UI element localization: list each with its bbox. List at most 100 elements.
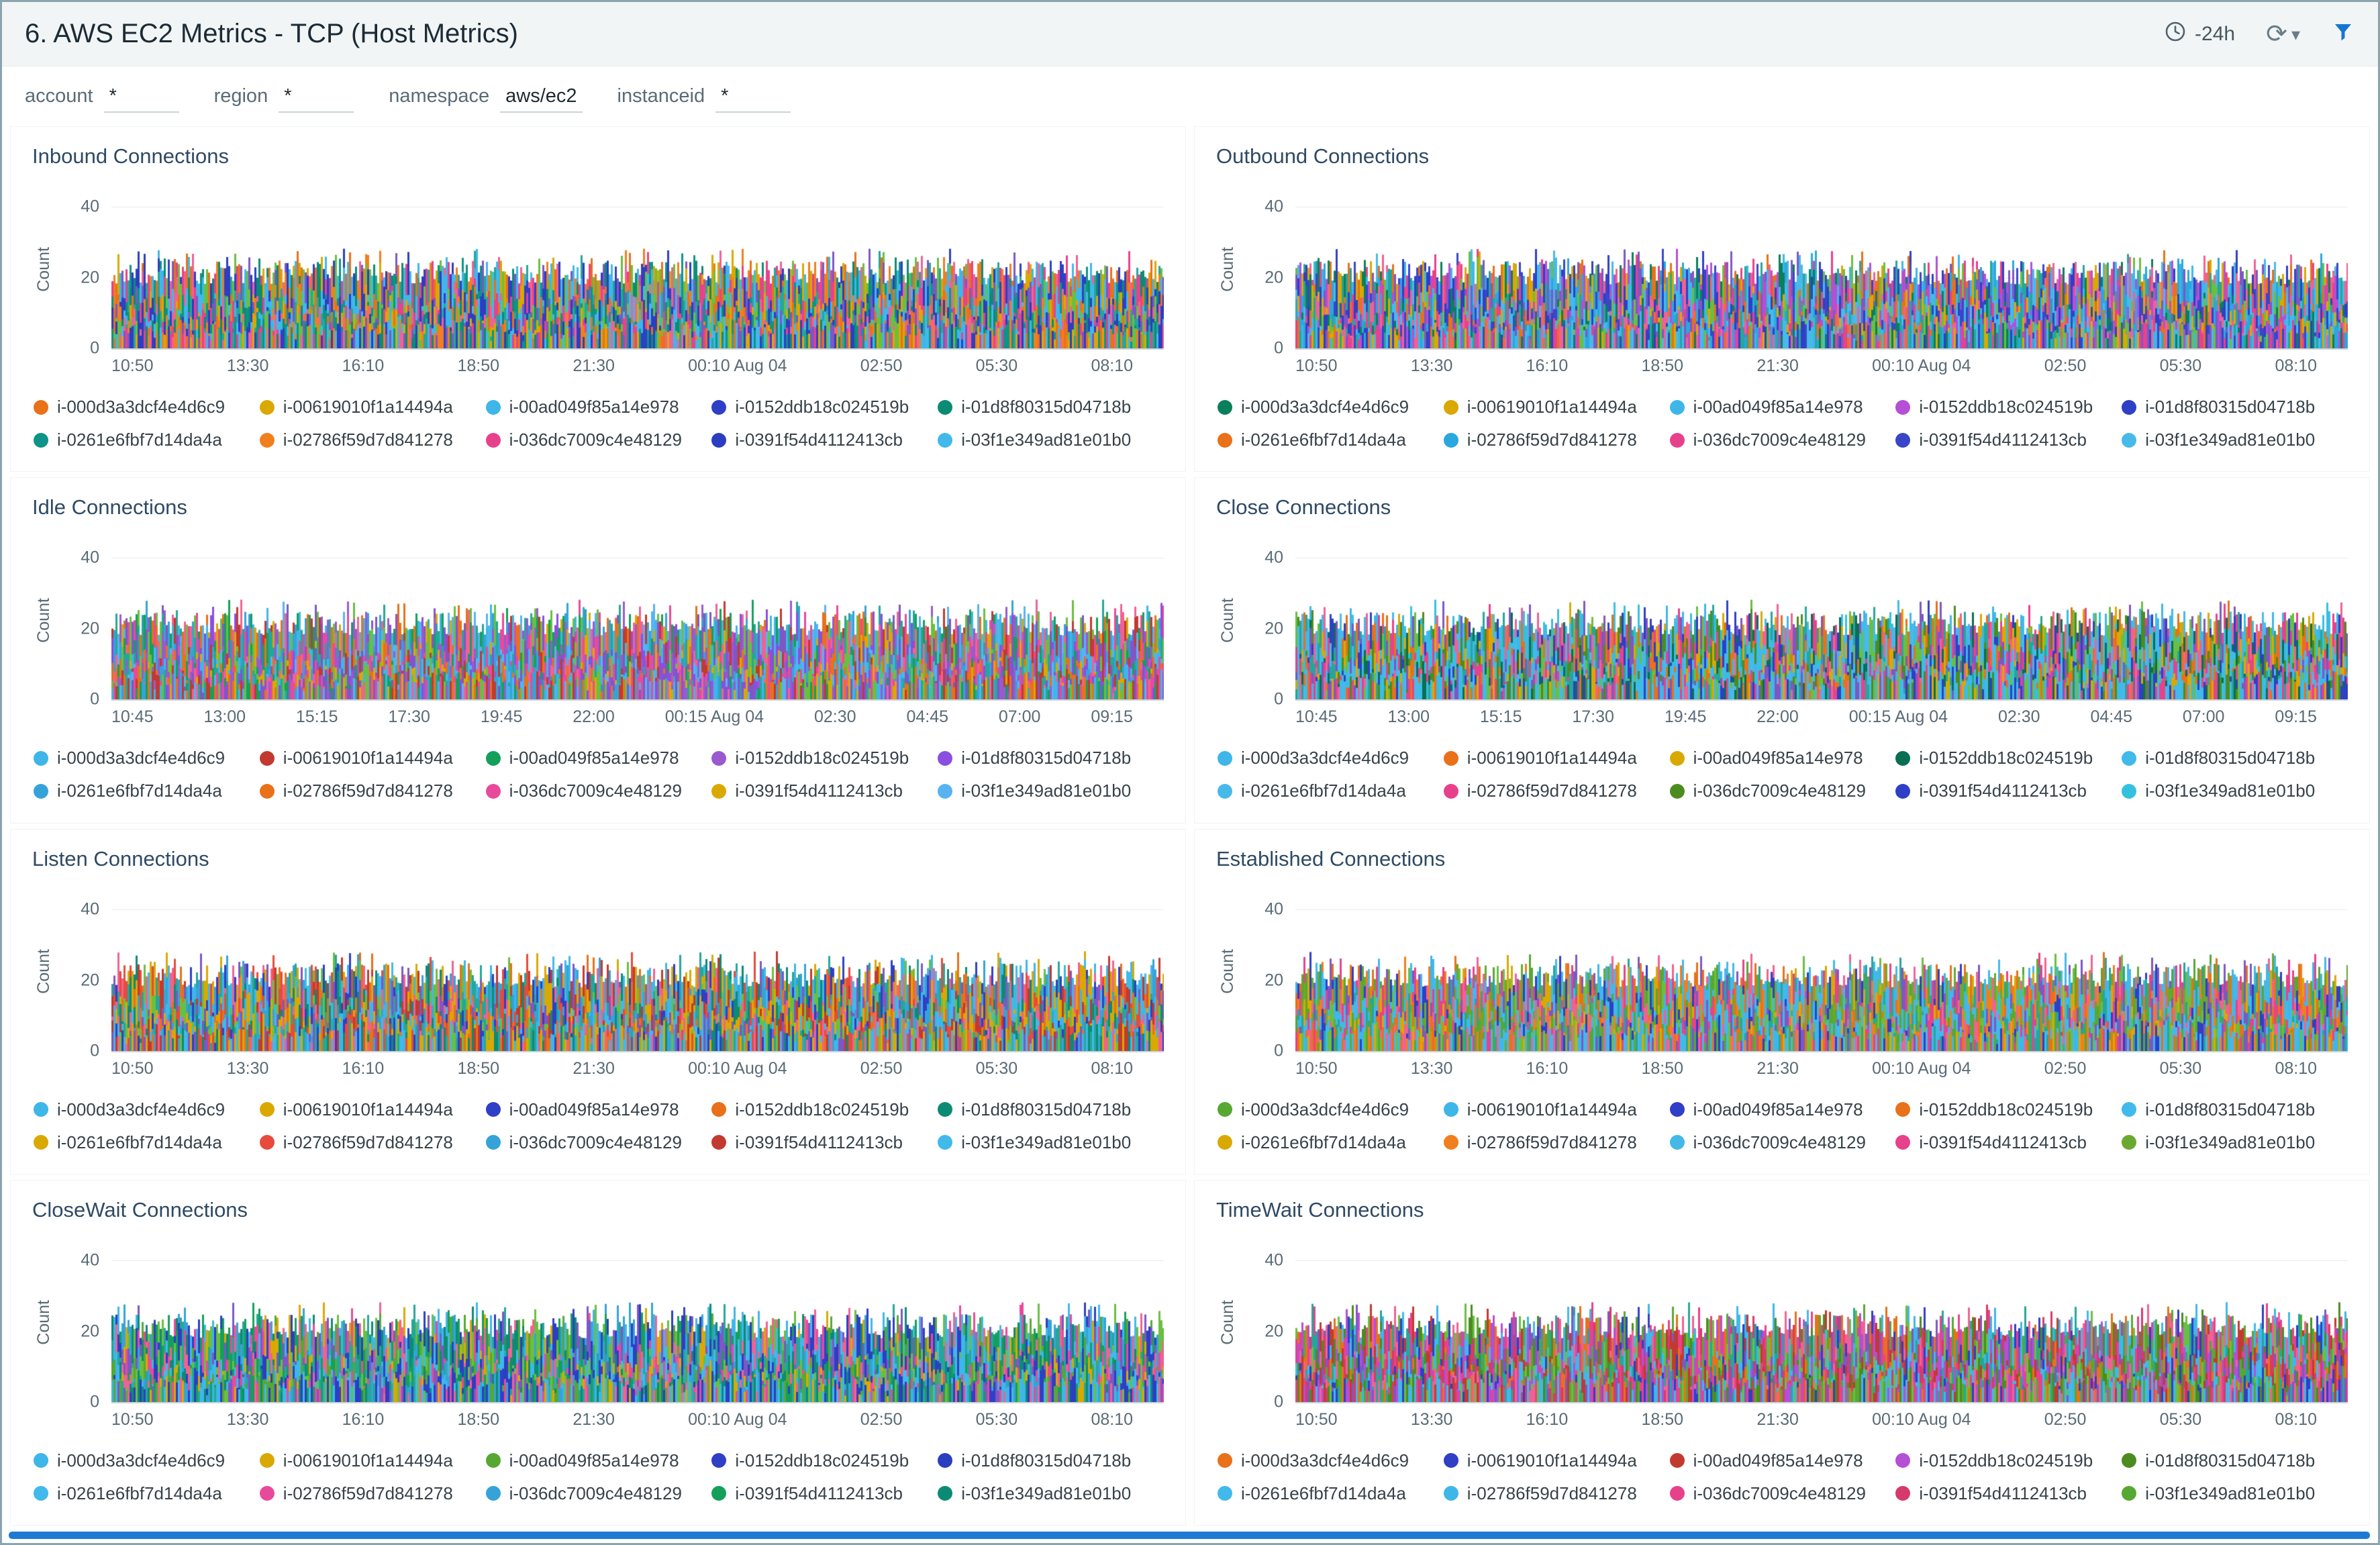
legend-item[interactable]: i-036dc7009c4e48129 bbox=[1669, 1132, 1896, 1153]
plot-area[interactable] bbox=[111, 540, 1164, 701]
legend-item[interactable]: i-00619010f1a14494a bbox=[1443, 748, 1670, 768]
legend-item[interactable]: i-00619010f1a14494a bbox=[1443, 397, 1670, 417]
plot-area[interactable] bbox=[1295, 1242, 2348, 1403]
legend-item[interactable]: i-0391f54d4112413cb bbox=[1895, 430, 2122, 450]
legend-item[interactable]: i-02786f59d7d841278 bbox=[1443, 781, 1670, 801]
legend-item[interactable]: i-03f1e349ad81e01b0 bbox=[2122, 1483, 2348, 1504]
filter-value-input[interactable]: aws/ec2 bbox=[500, 84, 583, 113]
plot-area[interactable] bbox=[111, 189, 1164, 350]
legend-item[interactable]: i-0261e6fbf7d14da4a bbox=[34, 430, 260, 450]
legend-item[interactable]: i-0152ddb18c024519b bbox=[711, 1450, 938, 1471]
legend-item[interactable]: i-0152ddb18c024519b bbox=[1895, 397, 2122, 417]
filter-funnel-button[interactable] bbox=[2331, 20, 2355, 48]
legend-item[interactable]: i-00619010f1a14494a bbox=[1443, 1099, 1670, 1120]
legend-item[interactable]: i-03f1e349ad81e01b0 bbox=[2122, 781, 2348, 801]
legend-item[interactable]: i-000d3a3dcf4e4d6c9 bbox=[34, 397, 260, 417]
legend-item[interactable]: i-0261e6fbf7d14da4a bbox=[1218, 1483, 1444, 1504]
refresh-control[interactable]: ⟳ ▾ bbox=[2266, 21, 2300, 47]
legend-item[interactable]: i-0261e6fbf7d14da4a bbox=[1218, 430, 1444, 450]
legend-item[interactable]: i-0152ddb18c024519b bbox=[711, 397, 938, 417]
filter-value-input[interactable]: * bbox=[715, 84, 791, 113]
legend-item[interactable]: i-0261e6fbf7d14da4a bbox=[34, 1132, 260, 1153]
legend-item[interactable]: i-036dc7009c4e48129 bbox=[485, 430, 712, 450]
legend-item[interactable]: i-01d8f80315d04718b bbox=[2122, 1099, 2348, 1120]
legend-item[interactable]: i-03f1e349ad81e01b0 bbox=[938, 430, 1164, 450]
legend-item[interactable]: i-00619010f1a14494a bbox=[259, 1099, 486, 1120]
legend-item[interactable]: i-036dc7009c4e48129 bbox=[485, 781, 712, 801]
legend-item[interactable]: i-00ad049f85a14e978 bbox=[1669, 1450, 1896, 1471]
legend-item[interactable]: i-00ad049f85a14e978 bbox=[1669, 1099, 1896, 1120]
legend-item[interactable]: i-01d8f80315d04718b bbox=[938, 748, 1164, 768]
legend-item[interactable]: i-0391f54d4112413cb bbox=[711, 1483, 938, 1504]
legend-item[interactable]: i-000d3a3dcf4e4d6c9 bbox=[1218, 397, 1444, 417]
legend-item[interactable]: i-02786f59d7d841278 bbox=[1443, 430, 1670, 450]
legend-item[interactable]: i-00ad049f85a14e978 bbox=[485, 748, 712, 768]
legend-item[interactable]: i-036dc7009c4e48129 bbox=[1669, 781, 1896, 801]
legend-item[interactable]: i-02786f59d7d841278 bbox=[259, 1483, 486, 1504]
legend-color-dot bbox=[1443, 1486, 1458, 1501]
legend-item[interactable]: i-00ad049f85a14e978 bbox=[1669, 748, 1896, 768]
legend-item[interactable]: i-036dc7009c4e48129 bbox=[1669, 1483, 1896, 1504]
legend-item[interactable]: i-03f1e349ad81e01b0 bbox=[2122, 1132, 2348, 1153]
legend-item[interactable]: i-036dc7009c4e48129 bbox=[485, 1483, 712, 1504]
legend-item[interactable]: i-01d8f80315d04718b bbox=[938, 1450, 1164, 1471]
legend-item[interactable]: i-0152ddb18c024519b bbox=[711, 748, 938, 768]
plot-area[interactable] bbox=[111, 891, 1164, 1052]
legend-item[interactable]: i-0391f54d4112413cb bbox=[711, 781, 938, 801]
legend-item[interactable]: i-0391f54d4112413cb bbox=[711, 430, 938, 450]
horizontal-scrollbar-thumb[interactable] bbox=[9, 1532, 2370, 1539]
legend-item[interactable]: i-03f1e349ad81e01b0 bbox=[938, 1132, 1164, 1153]
legend-item[interactable]: i-0261e6fbf7d14da4a bbox=[34, 1483, 260, 1504]
legend-item[interactable]: i-00ad049f85a14e978 bbox=[485, 1099, 712, 1120]
legend-item[interactable]: i-03f1e349ad81e01b0 bbox=[938, 1483, 1164, 1504]
plot-area[interactable] bbox=[1295, 189, 2348, 350]
legend-item[interactable]: i-000d3a3dcf4e4d6c9 bbox=[34, 1099, 260, 1120]
legend-item[interactable]: i-02786f59d7d841278 bbox=[1443, 1483, 1670, 1504]
legend-item[interactable]: i-03f1e349ad81e01b0 bbox=[938, 781, 1164, 801]
legend-item[interactable]: i-0261e6fbf7d14da4a bbox=[34, 781, 260, 801]
legend-item[interactable]: i-00619010f1a14494a bbox=[259, 397, 486, 417]
legend-item[interactable]: i-00ad049f85a14e978 bbox=[485, 397, 712, 417]
legend-item[interactable]: i-000d3a3dcf4e4d6c9 bbox=[1218, 1099, 1444, 1120]
filter: instanceid * bbox=[617, 84, 791, 113]
filter-value-input[interactable]: * bbox=[103, 84, 179, 113]
legend-item[interactable]: i-0391f54d4112413cb bbox=[1895, 781, 2122, 801]
legend-item[interactable]: i-02786f59d7d841278 bbox=[259, 430, 486, 450]
legend-item[interactable]: i-00619010f1a14494a bbox=[259, 1450, 486, 1471]
legend-item[interactable]: i-00ad049f85a14e978 bbox=[1669, 397, 1896, 417]
plot-area[interactable] bbox=[1295, 891, 2348, 1052]
legend-item[interactable]: i-0152ddb18c024519b bbox=[1895, 1450, 2122, 1471]
legend-item[interactable]: i-036dc7009c4e48129 bbox=[485, 1132, 712, 1153]
legend-item[interactable]: i-02786f59d7d841278 bbox=[259, 781, 486, 801]
legend-item[interactable]: i-01d8f80315d04718b bbox=[938, 1099, 1164, 1120]
time-range-control[interactable]: -24h bbox=[2164, 20, 2235, 48]
legend-item[interactable]: i-00619010f1a14494a bbox=[1443, 1450, 1670, 1471]
legend-item[interactable]: i-036dc7009c4e48129 bbox=[1669, 430, 1896, 450]
legend-item[interactable]: i-02786f59d7d841278 bbox=[259, 1132, 486, 1153]
legend-item[interactable]: i-03f1e349ad81e01b0 bbox=[2122, 430, 2348, 450]
legend-item[interactable]: i-0261e6fbf7d14da4a bbox=[1218, 1132, 1444, 1153]
legend-item[interactable]: i-000d3a3dcf4e4d6c9 bbox=[1218, 1450, 1444, 1471]
legend-item[interactable]: i-000d3a3dcf4e4d6c9 bbox=[1218, 748, 1444, 768]
legend-item[interactable]: i-000d3a3dcf4e4d6c9 bbox=[34, 1450, 260, 1471]
y-tick: 0 bbox=[1274, 1041, 1283, 1060]
legend-item[interactable]: i-0152ddb18c024519b bbox=[1895, 1099, 2122, 1120]
legend-item[interactable]: i-00619010f1a14494a bbox=[259, 748, 486, 768]
legend-item[interactable]: i-000d3a3dcf4e4d6c9 bbox=[34, 748, 260, 768]
plot-area[interactable] bbox=[1295, 540, 2348, 701]
plot-area[interactable] bbox=[111, 1242, 1164, 1403]
legend-item[interactable]: i-01d8f80315d04718b bbox=[938, 397, 1164, 417]
legend-item[interactable]: i-02786f59d7d841278 bbox=[1443, 1132, 1670, 1153]
legend-item[interactable]: i-01d8f80315d04718b bbox=[2122, 1450, 2348, 1471]
legend-item[interactable]: i-0391f54d4112413cb bbox=[1895, 1132, 2122, 1153]
filter-value-input[interactable]: * bbox=[279, 84, 354, 113]
legend-item[interactable]: i-0261e6fbf7d14da4a bbox=[1218, 781, 1444, 801]
legend-item[interactable]: i-01d8f80315d04718b bbox=[2122, 397, 2348, 417]
page-title: 6. AWS EC2 Metrics - TCP (Host Metrics) bbox=[25, 19, 518, 48]
legend-item[interactable]: i-0391f54d4112413cb bbox=[1895, 1483, 2122, 1504]
legend-item[interactable]: i-01d8f80315d04718b bbox=[2122, 748, 2348, 768]
legend-item[interactable]: i-00ad049f85a14e978 bbox=[485, 1450, 712, 1471]
legend-item[interactable]: i-0152ddb18c024519b bbox=[1895, 748, 2122, 768]
legend-item[interactable]: i-0152ddb18c024519b bbox=[711, 1099, 938, 1120]
legend-item[interactable]: i-0391f54d4112413cb bbox=[711, 1132, 938, 1153]
